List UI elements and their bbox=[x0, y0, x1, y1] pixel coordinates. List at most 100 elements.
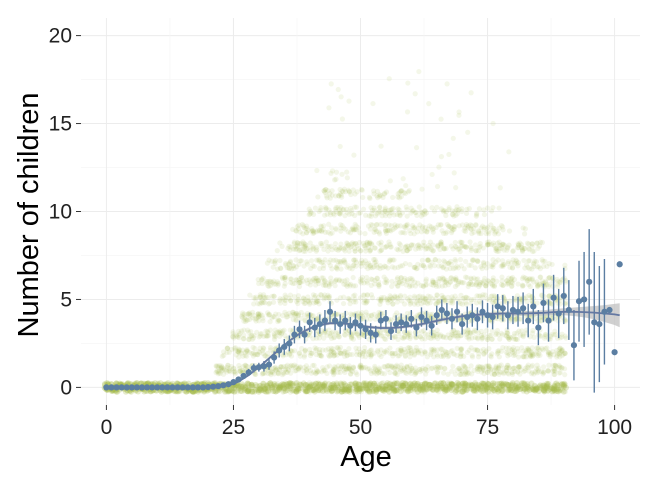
raw-point bbox=[519, 244, 525, 251]
raw-point bbox=[418, 209, 424, 215]
raw-point bbox=[388, 363, 394, 369]
raw-point bbox=[303, 230, 310, 236]
raw-point bbox=[562, 262, 568, 268]
raw-point bbox=[412, 209, 418, 216]
raw-point bbox=[297, 364, 303, 370]
raw-point bbox=[452, 208, 458, 214]
raw-point bbox=[421, 239, 427, 245]
raw-point bbox=[463, 294, 469, 300]
raw-point bbox=[387, 298, 393, 304]
raw-point bbox=[300, 223, 307, 229]
raw-point bbox=[375, 195, 381, 201]
raw-point bbox=[293, 228, 300, 234]
raw-point bbox=[387, 244, 393, 250]
raw-point bbox=[472, 381, 478, 387]
raw-point bbox=[347, 244, 353, 250]
raw-point bbox=[254, 383, 261, 390]
raw-point bbox=[259, 383, 266, 390]
raw-point bbox=[357, 230, 363, 236]
raw-point bbox=[339, 116, 346, 122]
raw-point bbox=[434, 387, 441, 394]
raw-point bbox=[498, 388, 505, 395]
raw-point bbox=[361, 379, 368, 386]
raw-point bbox=[376, 312, 382, 318]
raw-point bbox=[257, 345, 263, 351]
raw-point bbox=[400, 248, 406, 254]
raw-point bbox=[335, 345, 341, 351]
raw-point bbox=[419, 328, 425, 335]
raw-point bbox=[347, 301, 353, 307]
raw-point bbox=[382, 207, 388, 213]
raw-point bbox=[539, 239, 545, 246]
raw-point bbox=[327, 191, 333, 197]
raw-point bbox=[363, 312, 369, 318]
raw-point bbox=[409, 277, 415, 284]
raw-point bbox=[311, 300, 317, 306]
raw-point bbox=[374, 211, 380, 217]
raw-point bbox=[403, 381, 409, 387]
raw-point bbox=[426, 101, 432, 107]
raw-point bbox=[439, 350, 446, 356]
raw-point bbox=[489, 281, 495, 287]
raw-point bbox=[500, 224, 506, 230]
raw-point bbox=[309, 226, 315, 232]
raw-point bbox=[249, 388, 256, 395]
raw-point bbox=[344, 240, 350, 246]
raw-point bbox=[302, 348, 308, 354]
raw-point bbox=[310, 382, 317, 389]
raw-point bbox=[310, 336, 316, 342]
raw-point bbox=[382, 383, 389, 390]
raw-point bbox=[287, 380, 293, 386]
x-tick-label: 100 bbox=[597, 416, 632, 439]
raw-point bbox=[255, 387, 262, 394]
raw-point bbox=[310, 243, 316, 250]
raw-point bbox=[219, 353, 225, 359]
raw-point bbox=[373, 389, 379, 395]
raw-point bbox=[331, 364, 338, 370]
raw-point bbox=[384, 363, 391, 369]
y-tick-label: 0 bbox=[60, 376, 72, 399]
raw-point bbox=[434, 351, 440, 357]
raw-point bbox=[357, 385, 364, 392]
raw-point bbox=[335, 387, 341, 393]
raw-point bbox=[335, 86, 341, 93]
raw-point bbox=[378, 295, 385, 301]
raw-point bbox=[348, 334, 354, 340]
raw-point bbox=[399, 281, 405, 287]
raw-point bbox=[401, 334, 408, 341]
raw-point bbox=[326, 388, 332, 394]
raw-point bbox=[341, 383, 348, 389]
raw-point bbox=[447, 300, 454, 306]
raw-point bbox=[337, 258, 343, 265]
raw-point bbox=[236, 347, 242, 353]
raw-point bbox=[321, 335, 327, 341]
raw-point bbox=[267, 327, 273, 333]
raw-point bbox=[224, 345, 230, 351]
raw-point bbox=[336, 333, 342, 340]
raw-point bbox=[343, 366, 349, 373]
raw-point bbox=[442, 208, 448, 214]
raw-point bbox=[396, 279, 403, 286]
raw-point bbox=[409, 382, 416, 389]
raw-point bbox=[253, 316, 260, 322]
raw-point bbox=[422, 350, 428, 356]
raw-point bbox=[368, 292, 375, 298]
raw-point bbox=[453, 212, 459, 218]
raw-point bbox=[415, 242, 421, 248]
raw-point bbox=[422, 331, 428, 337]
raw-point bbox=[359, 260, 365, 266]
raw-point bbox=[392, 351, 399, 357]
raw-point bbox=[287, 363, 293, 369]
raw-point bbox=[439, 384, 446, 391]
raw-point bbox=[279, 383, 286, 390]
raw-point bbox=[316, 280, 322, 287]
raw-point bbox=[308, 381, 315, 388]
raw-point bbox=[288, 298, 294, 304]
raw-point bbox=[433, 334, 439, 340]
raw-point bbox=[333, 365, 339, 371]
raw-point bbox=[339, 222, 345, 229]
raw-point bbox=[318, 205, 324, 211]
raw-point bbox=[448, 387, 455, 394]
raw-point bbox=[323, 205, 330, 212]
raw-point bbox=[451, 213, 457, 219]
